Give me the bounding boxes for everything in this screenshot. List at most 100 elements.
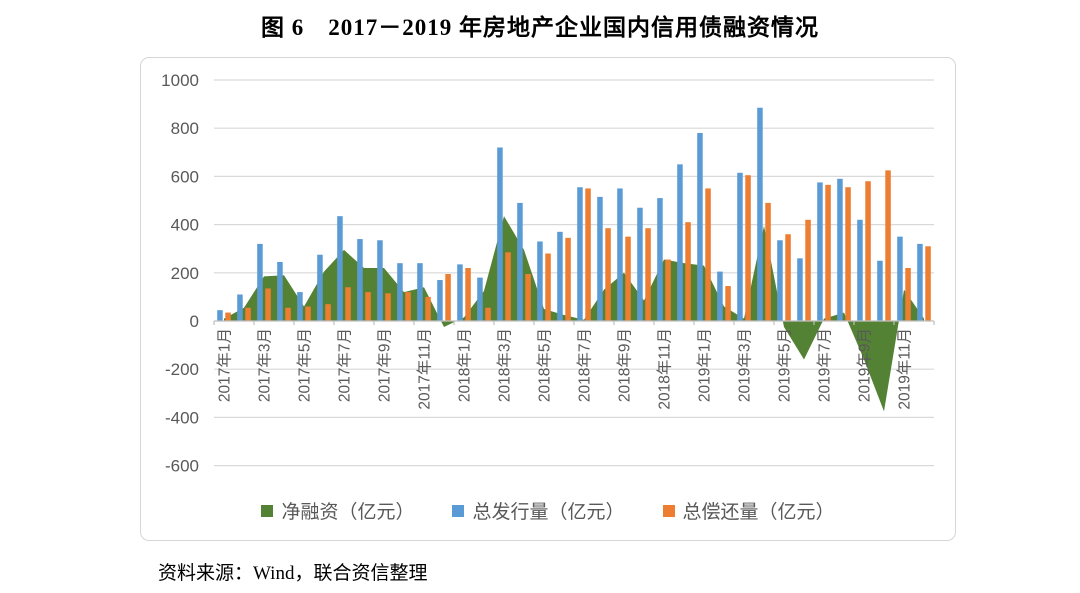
issuance-bar-2017年10月	[397, 263, 403, 321]
issuance-bar-2017年8月	[357, 239, 363, 321]
issuance-bars	[217, 107, 923, 321]
svg-text:2019年7月: 2019年7月	[816, 328, 834, 402]
issuance-bar-2018年11月	[657, 198, 663, 321]
repayment-bar-2018年5月	[545, 253, 551, 321]
repayment-bar-2017年1月	[225, 312, 231, 321]
svg-text:2019年11月: 2019年11月	[896, 328, 914, 410]
net-financing-area	[224, 216, 924, 412]
issuance-bar-2017年3月	[257, 243, 263, 321]
repayment-bar-2019年2月	[725, 286, 731, 321]
repayment-bar-2018年8月	[605, 228, 611, 321]
svg-text:-400: -400	[165, 408, 199, 427]
repayment-bar-2017年7月	[345, 287, 351, 321]
issuance-bar-2018年1月	[457, 264, 463, 321]
svg-text:2019年5月: 2019年5月	[776, 328, 794, 402]
chart-legend: 净融资（亿元） 总发行量（亿元） 总偿还量（亿元）	[141, 497, 955, 524]
svg-text:2017年7月: 2017年7月	[336, 328, 354, 402]
svg-text:2018年3月: 2018年3月	[496, 328, 514, 402]
chart-frame: -600 -400 -200 0 200 400 600 800 1000 2017年1月 2017…	[140, 57, 956, 541]
source-note: 资料来源：Wind，联合资信整理	[158, 563, 428, 584]
svg-text:2019年3月: 2019年3月	[736, 328, 754, 402]
repayment-bar-2017年9月	[385, 293, 391, 321]
issuance-bar-2019年10月	[877, 260, 883, 321]
issuance-bar-2017年4月	[277, 261, 283, 321]
repayment-bar-2018年1月	[465, 267, 471, 321]
repayment-bar-2018年7月	[585, 188, 591, 321]
repayment-bar-2018年4月	[525, 274, 531, 321]
issuance-bar-2017年9月	[377, 240, 383, 321]
issuance-bar-2018年3月	[497, 147, 503, 321]
repayment-bar-2019年12月	[925, 246, 931, 321]
svg-text:200: 200	[171, 264, 199, 283]
x-axis-labels: 2017年1月 2017年3月 2017年5月 2017年7月 2017年9月 2017年…	[216, 328, 914, 410]
repayment-bar-2017年12月	[445, 274, 451, 321]
legend-item-net-financing: 净融资（亿元）	[261, 497, 414, 524]
repayment-bar-2019年9月	[865, 181, 871, 321]
legend-label-total-repayment: 总偿还量（亿元）	[682, 502, 835, 523]
y-axis-labels: -600 -400 -200 0 200 400 600 800 1000	[161, 71, 199, 476]
repayment-bar-2017年4月	[285, 307, 291, 321]
legend-item-total-issuance: 总发行量（亿元）	[452, 497, 625, 524]
repayment-bar-2017年11月	[425, 296, 431, 321]
repayment-bar-2019年8月	[845, 187, 851, 321]
svg-text:400: 400	[171, 216, 199, 235]
issuance-bar-2018年12月	[677, 164, 683, 321]
repayment-bar-2019年7月	[825, 184, 831, 321]
svg-text:2017年5月: 2017年5月	[296, 328, 314, 402]
issuance-bar-2019年9月	[857, 219, 863, 321]
legend-label-net-financing: 净融资（亿元）	[281, 502, 415, 523]
svg-text:2018年7月: 2018年7月	[576, 328, 594, 402]
repayment-bar-2019年3月	[745, 175, 751, 321]
svg-text:2018年9月: 2018年9月	[616, 328, 634, 402]
x-axis	[213, 320, 935, 325]
issuance-bar-2018年5月	[537, 241, 543, 321]
repayment-bar-2019年1月	[705, 188, 711, 321]
issuance-bar-2017年6月	[317, 254, 323, 321]
repayment-bar-2018年9月	[625, 236, 631, 321]
issuance-bar-2019年1月	[697, 133, 703, 321]
repayment-bar-2018年11月	[665, 259, 671, 321]
total-issuance-swatch-icon	[452, 504, 465, 517]
repayment-bar-2018年2月	[485, 307, 491, 321]
net-financing-swatch-icon	[261, 504, 274, 517]
issuance-bar-2018年4月	[517, 202, 523, 321]
legend-item-total-repayment: 总偿还量（亿元）	[662, 497, 835, 524]
svg-text:2017年1月: 2017年1月	[216, 328, 234, 402]
svg-text:800: 800	[171, 119, 199, 138]
issuance-bar-2018年8月	[597, 196, 603, 321]
issuance-bar-2018年9月	[617, 188, 623, 321]
issuance-bar-2017年1月	[217, 310, 223, 321]
issuance-bar-2019年8月	[837, 178, 843, 321]
issuance-bar-2017年2月	[237, 294, 243, 321]
issuance-bar-2019年3月	[737, 172, 743, 321]
svg-text:0: 0	[190, 312, 199, 331]
repayment-bar-2018年3月	[505, 252, 511, 321]
repayment-bar-2018年6月	[565, 237, 571, 321]
issuance-bar-2019年2月	[717, 271, 723, 321]
issuance-bar-2017年12月	[437, 280, 443, 321]
issuance-bar-2019年7月	[817, 182, 823, 321]
repayment-bar-2019年6月	[805, 219, 811, 321]
issuance-bar-2019年6月	[797, 258, 803, 321]
svg-text:2019年9月: 2019年9月	[856, 328, 874, 402]
issuance-bar-2018年2月	[477, 277, 483, 321]
legend-label-total-issuance: 总发行量（亿元）	[472, 502, 625, 523]
repayment-bar-2017年2月	[245, 307, 251, 321]
repayment-bar-2019年4月	[765, 202, 771, 321]
repayment-bar-2017年3月	[265, 288, 271, 321]
issuance-bar-2017年5月	[297, 292, 303, 321]
issuance-bar-2019年12月	[917, 243, 923, 321]
svg-text:2017年11月: 2017年11月	[416, 328, 434, 410]
svg-text:600: 600	[171, 167, 199, 186]
svg-text:-200: -200	[165, 360, 199, 379]
svg-text:2018年1月: 2018年1月	[456, 328, 474, 402]
svg-text:2018年5月: 2018年5月	[536, 328, 554, 402]
total-repayment-swatch-icon	[662, 504, 675, 517]
issuance-bar-2019年5月	[777, 240, 783, 321]
repayment-bars	[225, 170, 931, 321]
issuance-bar-2019年11月	[897, 236, 903, 321]
issuance-bar-2017年7月	[337, 216, 343, 321]
svg-text:2017年9月: 2017年9月	[376, 328, 394, 402]
repayment-bar-2017年5月	[305, 306, 311, 321]
